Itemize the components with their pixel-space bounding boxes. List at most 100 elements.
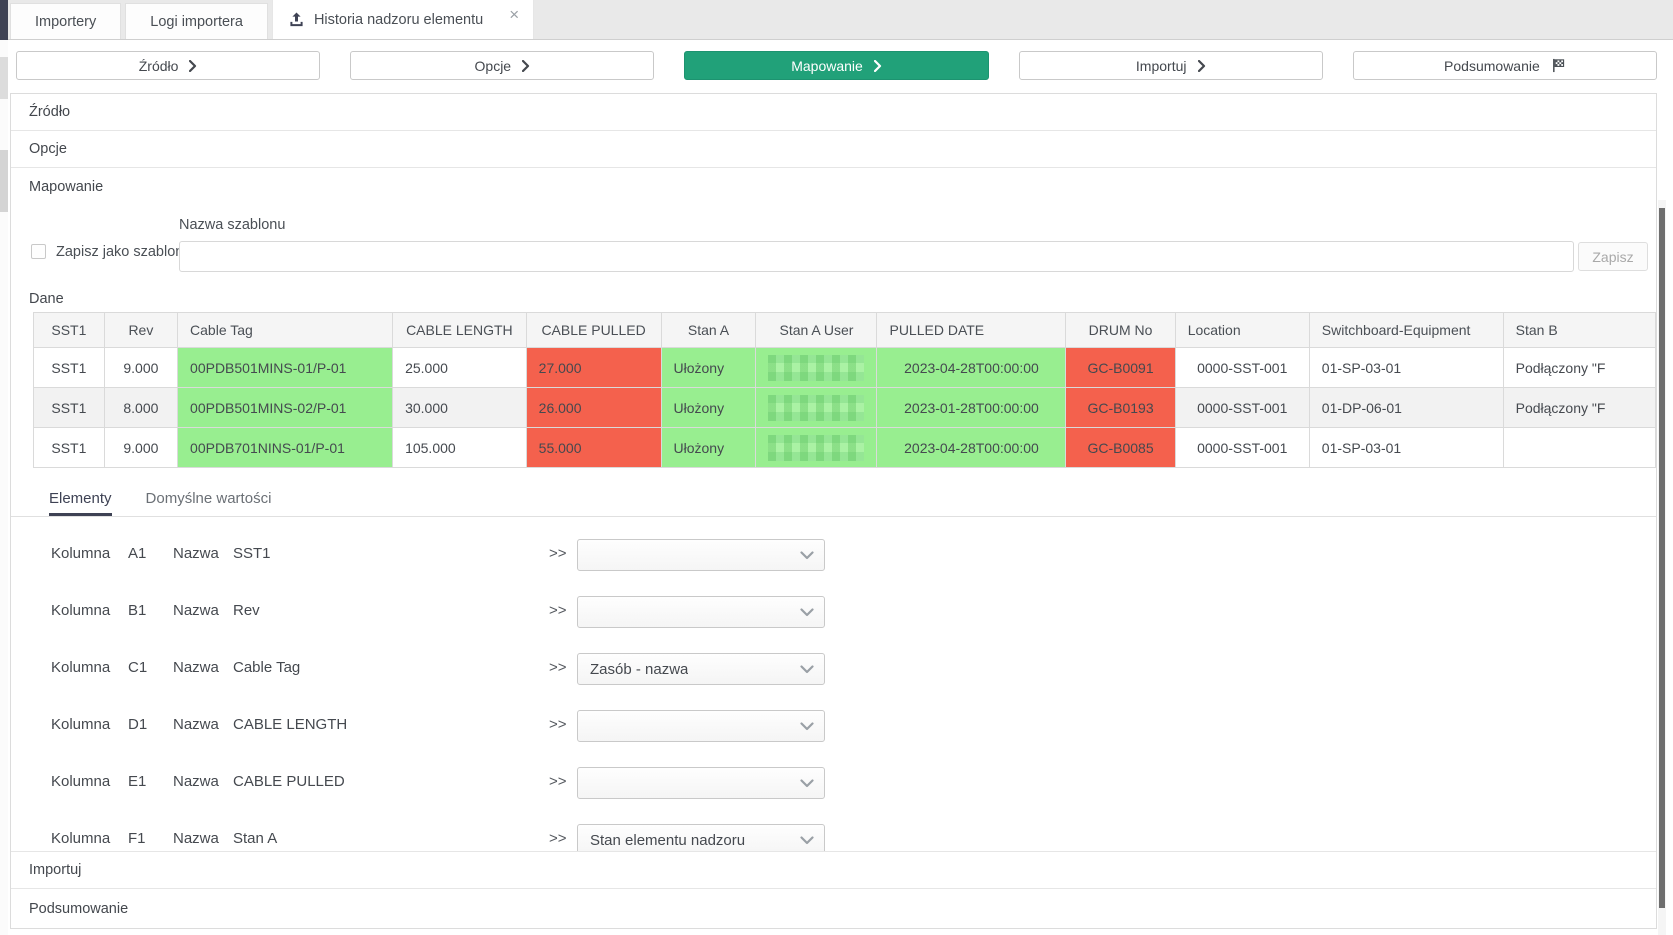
accordion-header-opcje[interactable]: Opcje: [11, 131, 1656, 168]
tab-label: Historia nadzoru elementu: [313, 11, 484, 28]
source-column-name: CABLE LENGTH: [233, 716, 348, 733]
cell: Podłączony "F: [1502, 347, 1656, 388]
cell: 105.000: [392, 427, 527, 468]
cell: 26.000: [525, 387, 662, 428]
wizard-step-bar: Źródło Opcje Mapowanie Importuj Podsumow…: [16, 51, 1658, 80]
accordion-header-mapowanie[interactable]: Mapowanie: [11, 168, 1656, 205]
cell: [1502, 427, 1656, 468]
name-label: Nazwa: [173, 545, 219, 562]
maps-to-arrow: >>: [549, 716, 567, 733]
column-header: Stan B: [1502, 312, 1656, 348]
cell: 01-SP-03-01: [1308, 347, 1504, 388]
window-tab-bar: Importery Logi importera Historia nadzor…: [8, 0, 1673, 40]
step-button-opcje[interactable]: Opcje: [350, 51, 655, 80]
cell: 00PDB701NINS-01/P-01: [177, 427, 394, 468]
step-button-zrodlo[interactable]: Źródło: [16, 51, 321, 80]
name-label: Nazwa: [173, 830, 219, 847]
accordion-header-podsumowanie[interactable]: Podsumowanie: [11, 889, 1656, 928]
maps-to-arrow: >>: [549, 830, 567, 847]
column-label: Kolumna: [51, 602, 111, 619]
table-header-row: SST1 Rev Cable Tag CABLE LENGTH CABLE PU…: [33, 312, 1656, 348]
column-header: Stan A User: [755, 312, 878, 348]
source-column-name: CABLE PULLED: [233, 773, 345, 790]
subtab-label: Domyślne wartości: [145, 490, 272, 507]
step-button-podsumowanie[interactable]: Podsumowanie: [1352, 51, 1658, 80]
step-button-importuj[interactable]: Importuj: [1018, 51, 1323, 80]
cell: GC-B0085: [1065, 427, 1176, 468]
cell: 2023-04-28T00:00:00: [876, 427, 1067, 468]
column-header: CABLE LENGTH: [392, 312, 527, 348]
wizard-accordion: Źródło Opcje Mapowanie Nazwa szablonu Za…: [10, 93, 1657, 929]
target-field-select[interactable]: [577, 539, 825, 571]
cell: 9.000: [103, 427, 179, 468]
cell: Podłączony "F: [1502, 387, 1656, 428]
left-gutter-dark-segment: [0, 0, 8, 40]
preview-data-table: SST1 Rev Cable Tag CABLE LENGTH CABLE PU…: [33, 312, 1656, 468]
pixelated-text: [768, 394, 865, 421]
column-label: Kolumna: [51, 773, 111, 790]
cell: 2023-04-28T00:00:00: [876, 347, 1067, 388]
column-header: SST1: [33, 312, 105, 348]
template-name-input[interactable]: [179, 241, 1574, 272]
cell: 0000-SST-001: [1174, 427, 1310, 468]
tab-logi-importera[interactable]: Logi importera: [125, 3, 268, 39]
maps-to-arrow: >>: [549, 602, 567, 619]
source-column-name: Cable Tag: [233, 659, 301, 676]
accordion-header-importuj[interactable]: Importuj: [11, 852, 1656, 889]
tab-label: Logi importera: [150, 13, 243, 30]
target-field-select[interactable]: [577, 710, 825, 742]
save-template-button[interactable]: Zapisz: [1578, 242, 1648, 271]
chevron-down-icon: [800, 779, 814, 788]
tab-elementy[interactable]: Elementy: [49, 484, 112, 516]
cell: SST1: [33, 427, 105, 468]
chevron-down-icon: [800, 608, 814, 617]
tab-historia-nadzoru-elementu[interactable]: Historia nadzoru elementu ×: [271, 0, 535, 39]
cell: 30.000: [392, 387, 527, 428]
checkered-flag-icon: [1552, 58, 1564, 73]
target-field-select[interactable]: [577, 767, 825, 799]
subtab-label: Elementy: [49, 490, 112, 507]
column-id: F1: [128, 830, 146, 847]
chevron-down-icon: [800, 836, 814, 845]
tab-domyslne-wartosci[interactable]: Domyślne wartości: [146, 484, 272, 516]
target-field-select[interactable]: Stan elementu nadzoru: [577, 824, 825, 851]
name-label: Nazwa: [173, 716, 219, 733]
column-header: Switchboard-Equipment: [1308, 312, 1504, 348]
tab-importery[interactable]: Importery: [10, 3, 122, 39]
save-as-template-checkbox[interactable]: [31, 244, 46, 259]
selected-value: Zasób - nazwa: [590, 660, 689, 678]
column-header: Stan A: [660, 312, 757, 348]
column-header: Location: [1174, 312, 1310, 348]
column-label: Kolumna: [51, 716, 111, 733]
vertical-scrollbar[interactable]: [1658, 200, 1666, 935]
scrollbar-thumb[interactable]: [1659, 208, 1665, 908]
column-header: Rev: [103, 312, 179, 348]
target-field-select[interactable]: [577, 596, 825, 628]
cell: Ułożony: [660, 347, 757, 388]
cell: 01-DP-06-01: [1308, 387, 1504, 428]
accordion-header-label: Importuj: [29, 862, 82, 878]
mapping-row: Kolumna A1 Nazwa SST1 >>: [11, 539, 1656, 571]
chevron-down-icon: [800, 665, 814, 674]
step-label: Importuj: [1135, 57, 1187, 74]
column-header: DRUM No: [1065, 312, 1176, 348]
cell: 8.000: [103, 387, 179, 428]
name-label: Nazwa: [173, 659, 219, 676]
step-button-mapowanie[interactable]: Mapowanie: [684, 51, 989, 80]
mapping-row: Kolumna F1 Nazwa Stan A >> Stan elementu…: [11, 824, 1656, 851]
column-header: Cable Tag: [177, 312, 394, 348]
accordion-header-label: Podsumowanie: [29, 900, 129, 917]
chevron-right-icon: [1197, 59, 1205, 72]
accordion-header-zrodlo[interactable]: Źródło: [11, 94, 1656, 131]
cell: GC-B0091: [1065, 347, 1176, 388]
tab-label: Importery: [35, 13, 97, 30]
cell: GC-B0193: [1065, 387, 1176, 428]
column-id: C1: [128, 659, 148, 676]
target-field-select[interactable]: Zasób - nazwa: [577, 653, 825, 685]
cell: SST1: [33, 387, 105, 428]
close-icon[interactable]: ×: [509, 5, 520, 24]
cell: 25.000: [392, 347, 527, 388]
name-label: Nazwa: [173, 773, 219, 790]
mapping-row: Kolumna E1 Nazwa CABLE PULLED >>: [11, 767, 1656, 799]
data-section-label: Dane: [29, 291, 64, 307]
